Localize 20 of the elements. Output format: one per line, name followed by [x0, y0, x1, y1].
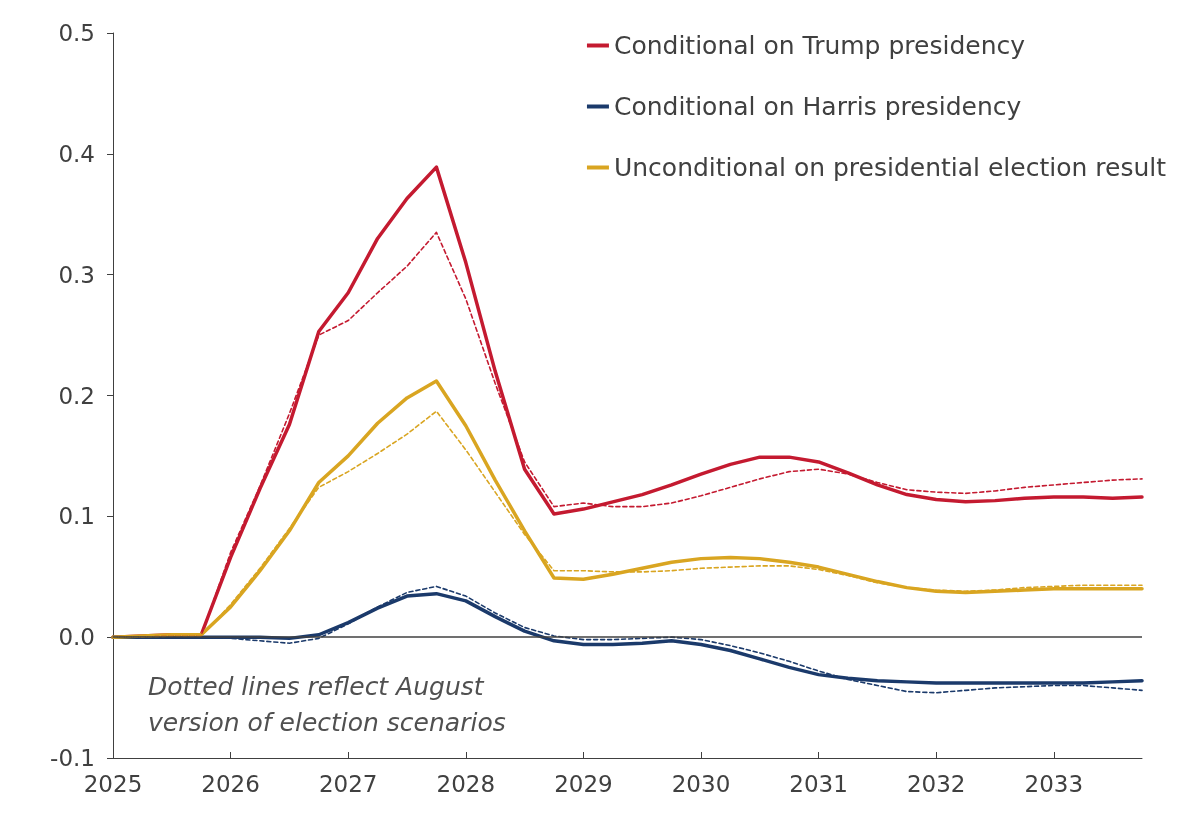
y-tick-label: 0.0 — [58, 624, 95, 651]
x-tick-label: 2033 — [1024, 770, 1084, 797]
legend-label: Conditional on Trump presidency — [613, 31, 1026, 60]
y-tick-label: 0.3 — [58, 261, 95, 288]
legend-label: Conditional on Harris presidency — [613, 92, 1022, 121]
x-tick-label: 2031 — [789, 770, 848, 797]
x-tick-label: 2030 — [671, 770, 731, 797]
x-tick-label: 2026 — [201, 770, 260, 797]
y-tick-label: 0.4 — [58, 140, 95, 167]
y-tick-label: 0.2 — [58, 382, 95, 409]
x-tick-label: 2032 — [906, 770, 966, 797]
x-tick-label: 2029 — [554, 770, 613, 797]
y-tick-label: 0.1 — [58, 503, 95, 530]
x-tick-label: 2028 — [436, 770, 496, 797]
x-tick-label: 2025 — [83, 770, 143, 797]
y-tick-label: -0.1 — [50, 745, 95, 771]
legend-label: Unconditional on presidential election result — [613, 153, 1167, 182]
y-tick-label: 0.5 — [58, 20, 95, 46]
annotation: Dotted lines reflect August version of election scenarios — [148, 671, 506, 737]
x-tick-label: 2027 — [318, 770, 378, 797]
